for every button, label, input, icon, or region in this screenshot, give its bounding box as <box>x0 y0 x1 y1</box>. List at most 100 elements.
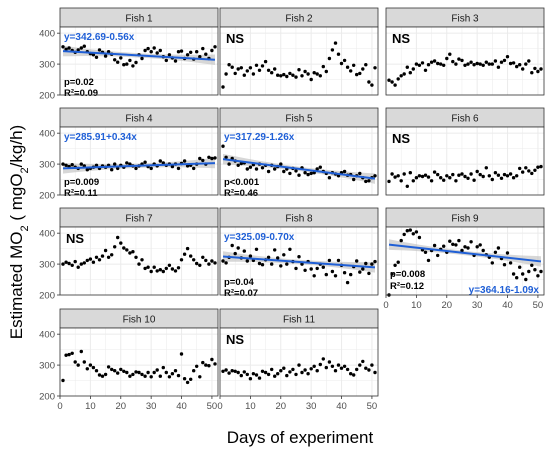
data-point <box>179 352 184 356</box>
data-point <box>342 58 347 63</box>
data-point <box>94 163 99 167</box>
data-point <box>405 229 409 233</box>
data-point <box>364 62 368 67</box>
data-point <box>210 48 214 53</box>
data-point <box>152 370 156 375</box>
data-point <box>204 52 208 56</box>
data-point <box>176 166 181 171</box>
panel-border <box>219 327 379 397</box>
data-point <box>487 62 491 66</box>
data-point <box>390 272 394 276</box>
r-squared-label: R²=0.46 <box>224 188 258 199</box>
data-point <box>306 72 310 76</box>
data-point <box>110 367 114 372</box>
data-point <box>213 362 217 366</box>
data-point <box>110 253 114 257</box>
data-point <box>481 63 485 67</box>
data-point <box>224 155 228 159</box>
data-point <box>490 261 494 265</box>
data-point <box>260 263 265 267</box>
data-point <box>103 248 108 253</box>
data-point <box>242 249 246 253</box>
data-point <box>134 370 138 374</box>
data-point <box>487 174 491 178</box>
data-point <box>103 54 108 58</box>
data-point <box>85 367 90 371</box>
data-point <box>257 376 262 380</box>
data-point <box>524 62 528 66</box>
data-point <box>227 371 231 375</box>
data-point <box>100 254 105 258</box>
data-point <box>527 59 531 63</box>
data-point <box>198 375 202 379</box>
data-point <box>423 173 428 177</box>
data-point <box>91 53 96 57</box>
data-point <box>79 46 84 50</box>
data-point <box>315 369 319 373</box>
data-point <box>300 370 304 375</box>
y-axis-title: Estimated MO2 ( mgO2/kg/h) <box>7 125 31 339</box>
r-squared-label: R²=0.11 <box>64 188 98 199</box>
data-point <box>321 357 325 361</box>
data-point <box>352 373 356 377</box>
facet-title: Fish 7 <box>125 214 153 225</box>
data-point <box>460 58 464 63</box>
panel-border <box>59 26 219 96</box>
data-point <box>224 72 228 76</box>
data-point <box>245 372 249 377</box>
data-point <box>263 370 268 375</box>
data-point <box>345 280 350 285</box>
data-point <box>270 71 274 75</box>
data-point <box>113 369 117 373</box>
data-point <box>306 372 310 376</box>
data-point <box>279 162 283 166</box>
data-point <box>484 166 488 170</box>
panel-fish-11: Fish 11 NS 0 10 20 30 40 50 <box>217 308 379 412</box>
data-point <box>230 65 234 69</box>
data-point <box>466 62 470 66</box>
data-point <box>270 367 274 372</box>
data-point <box>414 176 419 180</box>
data-point <box>481 174 485 179</box>
data-point <box>327 56 332 61</box>
data-point <box>496 65 501 69</box>
data-point <box>408 171 412 175</box>
data-point <box>158 159 162 163</box>
data-point <box>242 370 246 374</box>
data-point <box>481 248 485 253</box>
data-point <box>288 370 292 374</box>
data-point <box>432 59 437 63</box>
y-tick-label: 200 <box>39 290 55 301</box>
data-point <box>131 250 135 254</box>
data-point <box>97 258 102 262</box>
data-point <box>518 62 522 67</box>
data-point <box>309 367 313 371</box>
data-point <box>300 74 304 78</box>
data-point <box>342 271 347 275</box>
data-point <box>402 232 406 237</box>
data-point <box>122 62 126 67</box>
data-point <box>457 57 461 61</box>
data-point <box>493 59 498 63</box>
data-point <box>85 168 90 172</box>
data-point <box>221 369 225 373</box>
data-point <box>116 235 120 240</box>
data-point <box>518 265 522 269</box>
data-point <box>143 48 147 53</box>
data-point <box>469 60 473 64</box>
data-point <box>429 60 434 64</box>
data-point <box>291 367 295 372</box>
data-point <box>439 62 443 66</box>
data-point <box>248 165 253 169</box>
data-point <box>521 170 525 174</box>
data-point <box>170 372 175 376</box>
data-point <box>333 41 338 45</box>
data-point <box>396 260 400 264</box>
data-point <box>396 174 400 178</box>
data-point <box>460 248 464 253</box>
ns-label: NS <box>226 31 244 46</box>
ns-label: NS <box>392 31 410 46</box>
data-point <box>116 166 120 171</box>
data-point <box>176 50 181 54</box>
data-point <box>106 365 111 369</box>
